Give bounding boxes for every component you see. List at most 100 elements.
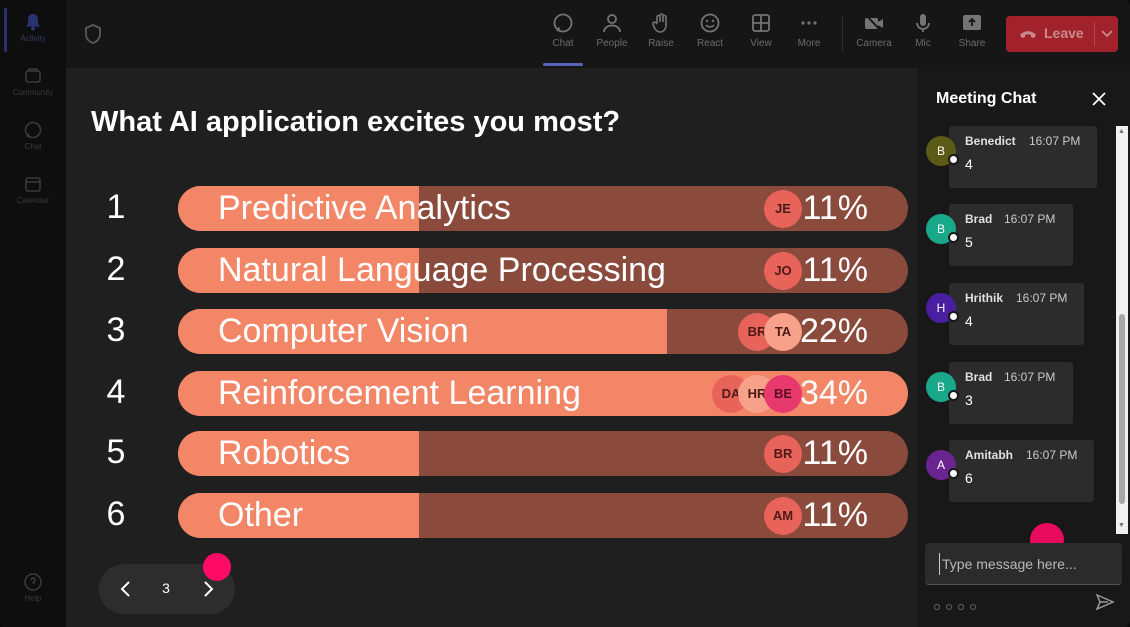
voter-avatar[interactable]: BR bbox=[764, 435, 802, 473]
message-bubble[interactable]: Hrithik 16:07 PM 4 bbox=[949, 283, 1084, 345]
presence-status-icon bbox=[948, 311, 959, 322]
format-icon[interactable] bbox=[934, 604, 940, 610]
message-text: 4 bbox=[965, 156, 973, 172]
rail-label: Calendar bbox=[16, 196, 50, 205]
send-icon[interactable] bbox=[1095, 592, 1115, 612]
toolbar-label: Mic bbox=[915, 38, 931, 49]
voter-avatar[interactable]: AM bbox=[764, 497, 802, 535]
toolbar-label: View bbox=[750, 38, 772, 49]
voter-avatars: JO bbox=[764, 252, 802, 290]
chat-message-list: Benedict 16:07 PM 4 B Brad 16:07 PM 5 B Hrithik 1… bbox=[918, 126, 1118, 534]
poll-option-bar: Other AM 11% bbox=[178, 493, 908, 538]
toolbar-label: Camera bbox=[856, 38, 892, 49]
emoji-icon[interactable] bbox=[958, 604, 964, 610]
toolbar-camera-button[interactable]: Camera bbox=[852, 12, 896, 49]
message-bubble[interactable]: Brad 16:07 PM 3 bbox=[949, 362, 1073, 424]
option-number: 6 bbox=[106, 495, 126, 533]
shield-icon bbox=[85, 24, 101, 44]
poll-option-label: Computer Vision bbox=[218, 312, 469, 350]
chat-message-input[interactable] bbox=[939, 553, 1109, 575]
voter-avatars: DA HR BE bbox=[712, 375, 802, 413]
meeting-chat-panel: Meeting Chat Benedict 16:07 PM 4 B Brad 16:07… bbox=[918, 68, 1130, 627]
toolbar-raise-button[interactable]: Raise bbox=[639, 12, 683, 49]
message-bubble[interactable]: Brad 16:07 PM 5 bbox=[949, 204, 1073, 266]
rail-item-community[interactable]: Community bbox=[0, 66, 66, 97]
poll-option-label: Reinforcement Learning bbox=[218, 374, 581, 412]
voter-avatars: BR bbox=[764, 435, 802, 473]
message-bubble[interactable]: Benedict 16:07 PM 4 bbox=[949, 126, 1097, 188]
scroll-down-icon[interactable]: ▼ bbox=[1118, 522, 1125, 529]
camera-off-icon bbox=[865, 14, 883, 33]
rail-label: Community bbox=[12, 88, 54, 97]
poll-option-percent: 11% bbox=[802, 496, 868, 534]
poll-option-label: Predictive Analytics bbox=[218, 189, 511, 227]
poll-option-percent: 11% bbox=[802, 251, 868, 289]
mic-icon bbox=[916, 14, 930, 32]
toolbar-share-button[interactable]: Share bbox=[950, 12, 994, 49]
toolbar-view-button[interactable]: View bbox=[739, 12, 783, 49]
message-time: 16:07 PM bbox=[1026, 448, 1078, 462]
gif-icon[interactable] bbox=[970, 604, 976, 610]
poll-option-bar: Predictive Analytics JE 11% bbox=[178, 186, 908, 231]
rail-item-activity[interactable]: Activity bbox=[0, 8, 66, 52]
voter-avatar[interactable]: TA bbox=[764, 313, 802, 351]
attach-icon[interactable] bbox=[946, 604, 952, 610]
more-icon bbox=[801, 21, 817, 25]
poll-option-label: Other bbox=[218, 496, 304, 534]
toolbar-people-button[interactable]: People bbox=[590, 12, 634, 49]
poll-option-percent: 11% bbox=[802, 189, 868, 227]
poll-option-bar: Computer Vision BR TA 22% bbox=[178, 309, 908, 354]
toolbar-more-button[interactable]: More bbox=[787, 12, 831, 49]
poll-option-bar: Reinforcement Learning DA HR BE 34% bbox=[178, 371, 908, 416]
toolbar-label: More bbox=[797, 38, 821, 49]
scrollbar-thumb[interactable] bbox=[1119, 314, 1125, 504]
leave-label: Leave bbox=[1044, 25, 1084, 41]
community-icon bbox=[25, 68, 41, 83]
composer-tools bbox=[934, 597, 982, 610]
presence-status-icon bbox=[948, 390, 959, 401]
rail-item-chat[interactable]: Chat bbox=[0, 120, 66, 151]
chat-composer bbox=[925, 543, 1122, 585]
toolbar-react-button[interactable]: React bbox=[688, 12, 732, 49]
hand-icon bbox=[652, 13, 667, 33]
message-text: 4 bbox=[965, 313, 973, 329]
message-time: 16:07 PM bbox=[1004, 370, 1056, 384]
chat-message: Hrithik 16:07 PM 4 H bbox=[918, 283, 1118, 353]
people-icon bbox=[603, 14, 621, 33]
close-icon[interactable] bbox=[1090, 90, 1108, 108]
option-number: 3 bbox=[106, 311, 126, 349]
message-bubble[interactable]: Amitabh 16:07 PM 6 bbox=[949, 440, 1094, 502]
scroll-up-icon[interactable]: ▲ bbox=[1118, 128, 1125, 135]
sender-name: Amitabh bbox=[965, 448, 1013, 462]
voter-avatar[interactable]: JE bbox=[764, 190, 802, 228]
toolbar-chat-button[interactable]: Chat bbox=[541, 12, 585, 66]
sender-name: Brad bbox=[965, 212, 993, 226]
message-time: 16:07 PM bbox=[1004, 212, 1056, 226]
option-number: 5 bbox=[106, 433, 126, 471]
voter-avatar[interactable]: JO bbox=[764, 252, 802, 290]
voter-avatar[interactable]: BE bbox=[764, 375, 802, 413]
poll-option-percent: 34% bbox=[799, 374, 868, 412]
chat-scrollbar[interactable]: ▲ ▼ bbox=[1116, 126, 1128, 534]
avatar[interactable]: B bbox=[926, 214, 956, 244]
rail-item-calendar[interactable]: Calendar bbox=[0, 174, 66, 205]
chevron-down-icon[interactable] bbox=[1100, 26, 1114, 40]
chat-message: Brad 16:07 PM 5 B bbox=[918, 204, 1118, 274]
help-icon bbox=[24, 573, 42, 591]
chevron-left-icon[interactable] bbox=[113, 576, 139, 602]
poll-question: What AI application excites you most? bbox=[91, 106, 621, 138]
poll-option-fill bbox=[178, 309, 668, 354]
rail-item-help[interactable]: Help bbox=[0, 572, 66, 603]
pointer-highlight bbox=[203, 553, 231, 581]
toolbar-label: Raise bbox=[648, 38, 674, 49]
voter-avatars: JE bbox=[764, 190, 802, 228]
poll-option-bar: Robotics BR 11% bbox=[178, 431, 908, 476]
voter-avatars: AM bbox=[764, 497, 802, 535]
presence-status-icon bbox=[948, 232, 959, 243]
chevron-right-icon[interactable] bbox=[195, 576, 221, 602]
share-icon bbox=[963, 15, 981, 30]
toolbar-mic-button[interactable]: Mic bbox=[901, 12, 945, 49]
leave-button[interactable]: Leave bbox=[1006, 16, 1118, 52]
chat-icon bbox=[553, 13, 573, 33]
toolbar-label: Share bbox=[958, 38, 986, 49]
